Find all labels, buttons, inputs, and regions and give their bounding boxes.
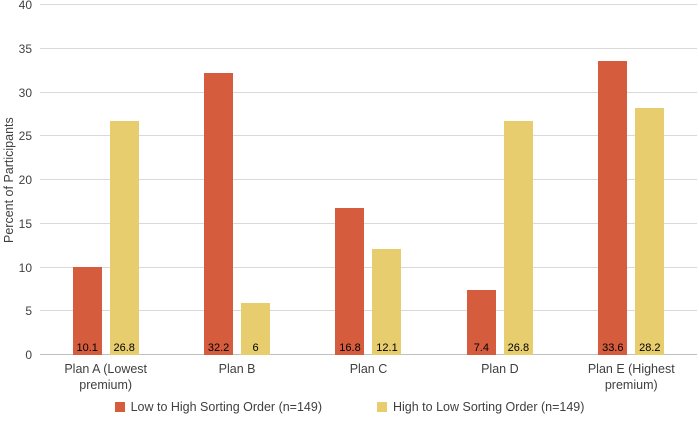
bar-value-label: 7.4: [473, 342, 490, 354]
gridline: [40, 179, 697, 180]
y-tick-label: 10: [18, 260, 32, 275]
y-tick-label: 15: [18, 216, 32, 231]
y-axis-ticks: 0 5 10 15 20 25 30 35 40: [0, 0, 32, 362]
bar-value-label: 32.2: [207, 342, 230, 354]
gridline: [40, 4, 697, 5]
x-category-label: Plan D: [481, 362, 519, 376]
y-tick-label: 30: [18, 85, 32, 100]
gridline: [40, 310, 697, 312]
legend-label: High to Low Sorting Order (n=149): [393, 400, 585, 414]
bar: 7.4: [466, 290, 496, 355]
y-tick-label: 0: [25, 348, 32, 362]
bar-value-label: 28.2: [639, 342, 661, 354]
bar-value-label: 33.6: [602, 342, 624, 354]
legend-swatch-icon: [114, 402, 125, 412]
y-tick-label: 5: [25, 304, 32, 319]
gridline: [40, 47, 697, 49]
bar: 10.1: [72, 266, 102, 355]
bar: 6: [241, 302, 271, 355]
bar: 16.8: [335, 208, 365, 355]
y-tick-label: 20: [18, 173, 32, 187]
bar-value-label: 6: [252, 342, 259, 354]
bar: 26.8: [109, 120, 139, 355]
bar-value-label: 12.1: [376, 342, 398, 354]
x-axis-labels: Plan A (Lowest premium) Plan B Plan C Plan …: [40, 361, 697, 393]
plot-area: 10.1 26.8 32.2 6 16.8 12.1 7.4 26.8 33.6 28.2: [40, 4, 697, 355]
x-category-label: Plan E (Highest premium): [587, 362, 675, 392]
bar-value-label: 26.8: [507, 342, 530, 354]
bar-value-label: 26.8: [113, 342, 135, 354]
x-category-label: Plan A (Lowest premium): [64, 362, 148, 392]
y-tick-label: 40: [18, 0, 32, 12]
gridline: [40, 91, 697, 93]
x-axis-line: [40, 354, 697, 355]
y-tick-label: 35: [18, 41, 32, 56]
bar-value-label: 16.8: [339, 342, 361, 354]
category-group: 32.2 6: [171, 5, 302, 355]
x-category-label: Plan B: [218, 362, 256, 376]
category-group: 16.8 12.1: [303, 5, 434, 355]
legend-item: Low to High Sorting Order (n=149): [114, 400, 322, 414]
legend-swatch-icon: [377, 402, 387, 412]
gridline: [40, 266, 697, 268]
bar: 33.6: [598, 61, 628, 355]
bar: 12.1: [372, 249, 402, 355]
category-group: 33.6 28.2: [566, 5, 697, 355]
gridline: [40, 222, 697, 224]
gridline: [40, 135, 697, 137]
legend: Low to High Sorting Order (n=149) High t…: [0, 400, 699, 414]
category-group: 10.1 26.8: [40, 5, 171, 355]
bar: 26.8: [503, 120, 533, 355]
y-tick-label: 25: [18, 129, 32, 144]
bar: 32.2: [204, 73, 234, 355]
legend-item: High to Low Sorting Order (n=149): [377, 400, 584, 414]
bar: 28.2: [635, 108, 665, 355]
x-category-label: Plan C: [349, 362, 388, 376]
legend-label: Low to High Sorting Order (n=149): [130, 400, 322, 414]
category-group: 7.4 26.8: [434, 5, 565, 355]
bar-value-label: 10.1: [76, 342, 98, 354]
